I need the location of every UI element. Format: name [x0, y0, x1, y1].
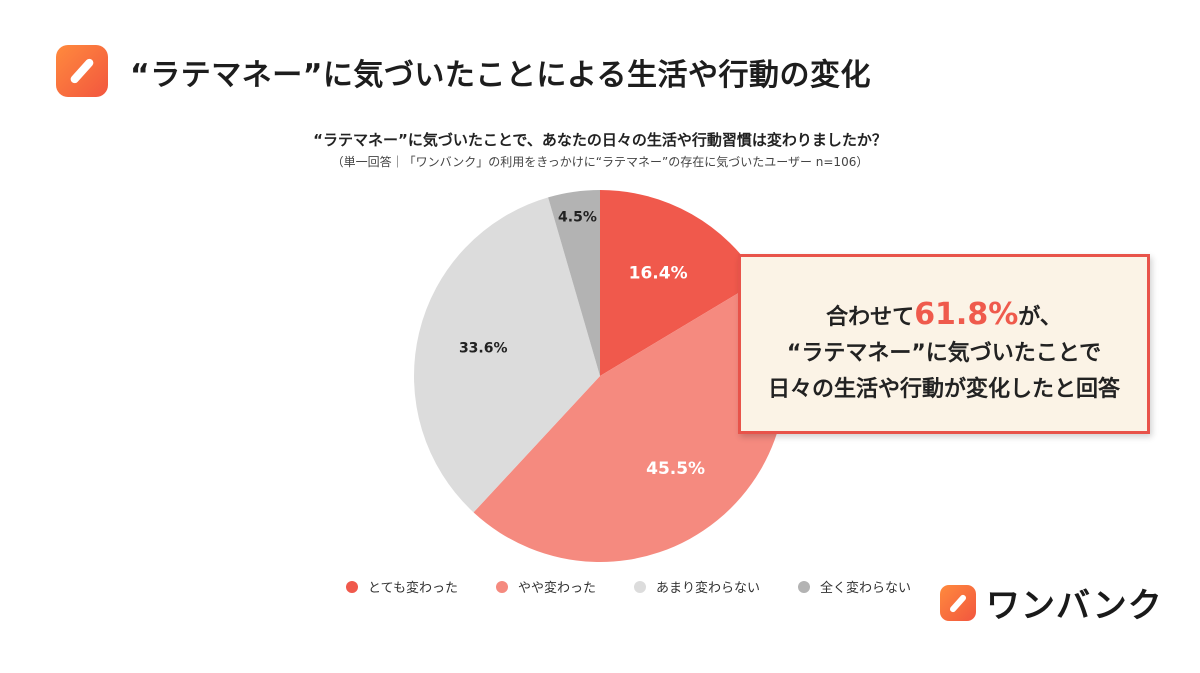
slice-data-label: 16.4% [629, 263, 688, 283]
legend-dot [798, 580, 810, 593]
callout-line-2: “ラテマネー”に気づいたことで [786, 341, 1102, 366]
legend-label: とても変わった [368, 581, 458, 596]
pie-slice [413, 197, 600, 513]
page-title: “ラテマネー”に気づいたことによる生活や行動の変化 [130, 58, 872, 93]
legend-label: 全く変わらない [820, 581, 912, 596]
pie-slice [473, 280, 786, 562]
callout-box: 合わせて61.8%が、 “ラテマネー”に気づいたことで 日々の生活や行動が変化し… [738, 254, 1150, 434]
legend-label: あまり変わらない [655, 581, 760, 596]
chart-legend: とても変わった やや変わった あまり変わらない 全く変わらない [346, 577, 949, 596]
slice-data-label: 45.5% [646, 459, 705, 479]
pie-slice [600, 190, 760, 376]
callout-line-3: 日々の生活や行動が変化したと回答 [767, 377, 1120, 402]
callout-highlight: 61.8% [914, 297, 1019, 332]
legend-item: 全く変わらない [798, 577, 911, 596]
callout-prefix: 合わせて [826, 305, 915, 330]
legend-label: やや変わった [517, 581, 596, 596]
slice-data-label: 4.5% [558, 210, 597, 226]
callout-line-1: 合わせて61.8%が、 [741, 297, 1147, 336]
legend-dot [495, 580, 508, 593]
brand-logo-icon [56, 45, 108, 97]
legend-item: あまり変わらない [633, 577, 760, 596]
legend-dot [633, 580, 646, 593]
callout-suffix: が、 [1018, 305, 1062, 330]
brand-logo-icon [940, 584, 976, 621]
legend-item: とても変わった [346, 577, 458, 596]
legend-dot [346, 580, 358, 593]
brand-footer: ワンバンク [940, 578, 1163, 627]
legend-item: やや変わった [495, 577, 596, 596]
chart-subtitle: （単一回答｜「ワンバンク」の利用をきっかけに“ラテマネー”の存在に気づいたユーザ… [331, 155, 869, 169]
slice-data-label: 33.6% [459, 340, 508, 356]
brand-name: ワンバンク [986, 586, 1163, 626]
chart-title: “ラテマネー”に気づいたことで、あなたの日々の生活や行動習慣は変わりましたか？ [313, 131, 887, 149]
pie-slice [548, 190, 600, 376]
